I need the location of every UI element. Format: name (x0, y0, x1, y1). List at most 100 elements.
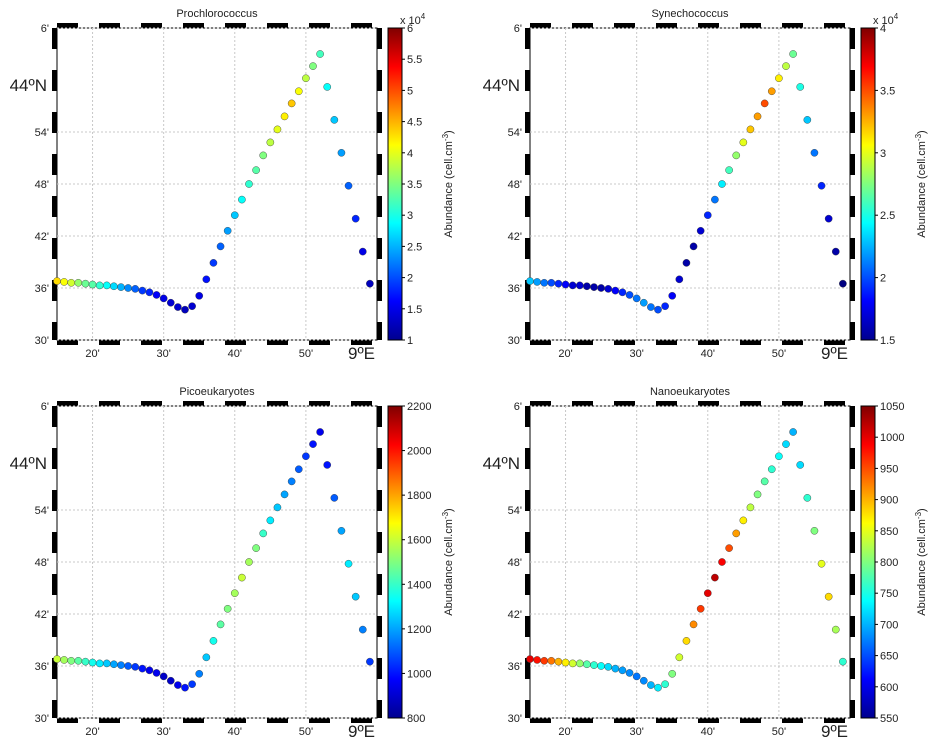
colorbar-tick-label: 1400 (407, 579, 431, 591)
y-tick-label: 48' (35, 557, 49, 569)
colorbar-tick-label: 550 (880, 713, 898, 725)
frame-dash (525, 574, 530, 595)
corner-longitude-label: 9ºE (821, 344, 848, 363)
frame-dash (525, 70, 530, 91)
frame-dash (377, 658, 382, 679)
data-point (732, 529, 741, 538)
x-tick-label: 50' (772, 726, 786, 738)
data-point (789, 428, 797, 436)
frame-dash (850, 322, 855, 340)
data-point (294, 87, 303, 96)
colorbar-tick-label: 2.5 (880, 210, 895, 222)
x-tick-label: 40' (228, 726, 242, 738)
frame-dash (225, 718, 246, 723)
frame-dash (309, 718, 330, 723)
data-point (647, 303, 655, 311)
colorbar-tick-label: 1 (407, 335, 413, 347)
data-point (60, 278, 68, 286)
frame-dash (377, 280, 382, 301)
y-tick-label: 42' (508, 609, 522, 621)
data-point (316, 50, 324, 58)
frame-dash (52, 448, 57, 469)
frame-dash (850, 196, 855, 217)
data-point (561, 280, 570, 289)
frame-dash (99, 23, 120, 28)
x-tick-label: 20' (558, 348, 572, 360)
frame-dash (525, 448, 530, 469)
y-tick-label: 30' (35, 335, 49, 347)
data-point (824, 214, 833, 223)
data-point (668, 291, 677, 300)
y-tick-label: 48' (35, 179, 49, 191)
data-point (88, 280, 97, 289)
frame-dash (377, 70, 382, 91)
frame-dash (850, 616, 855, 637)
frame-dash (377, 322, 382, 340)
data-point (330, 116, 339, 124)
frame-dash (698, 401, 719, 406)
frame-dash (377, 196, 382, 217)
colorbar-tick-label: 1200 (407, 624, 431, 636)
data-point (654, 305, 662, 314)
frame-dash (183, 23, 204, 28)
colorbar-label: Abundance (cell.cm-3) (441, 130, 455, 237)
data-point (53, 277, 61, 285)
data-point (526, 277, 534, 285)
panel-title: Picoeukaryotes (179, 386, 255, 398)
x-tick-label: 20' (85, 348, 99, 360)
data-point (131, 285, 140, 293)
data-point (245, 558, 253, 566)
data-point (53, 655, 61, 663)
data-point (703, 211, 712, 219)
data-point (309, 62, 317, 70)
data-point (767, 465, 776, 474)
data-point (110, 660, 118, 669)
y-tick-label: 54' (35, 505, 49, 517)
frame-dash (525, 196, 530, 217)
frame-dash (614, 340, 635, 345)
frame-dash (57, 23, 78, 28)
y-tick-label: 36' (508, 661, 522, 673)
frame-dash (530, 340, 551, 345)
data-point (252, 544, 260, 552)
frame-dash (377, 28, 382, 49)
data-point (696, 226, 705, 235)
frame-dash (377, 112, 382, 133)
data-point (302, 452, 310, 461)
data-point (110, 282, 118, 291)
frame-dash (99, 718, 120, 723)
colorbar-tick-label: 700 (880, 619, 898, 631)
frame-dash (52, 322, 57, 340)
frame-dash (377, 154, 382, 175)
data-point (810, 148, 819, 157)
data-point (152, 669, 161, 677)
frame-dash (52, 658, 57, 679)
colorbar: 550 600 650 700 750 800 850 900 950 1000 1050 Abund… (860, 401, 928, 725)
frame-dash (824, 340, 845, 345)
frame-dash (57, 401, 78, 406)
colorbar-tick-label: 2.5 (407, 241, 422, 253)
data-point (323, 461, 332, 469)
frame-dash (614, 23, 635, 28)
frame-dash (183, 401, 204, 406)
colorbar-tick-label: 1.5 (407, 304, 422, 316)
corner-longitude-label: 9ºE (348, 344, 375, 363)
frame-dash (52, 238, 57, 259)
frame-dash (377, 406, 382, 427)
frame-dash (309, 23, 330, 28)
frame-dash (824, 718, 845, 723)
frame-dash (656, 401, 677, 406)
frame-dash (351, 718, 372, 723)
data-point (568, 281, 577, 290)
frame-dash (141, 401, 162, 406)
y-tick-label: 36' (508, 283, 522, 295)
frame-dash (351, 23, 372, 28)
frame-dash (782, 401, 803, 406)
colorbar-tick-label: 5 (407, 85, 413, 97)
frame-dash (52, 28, 57, 49)
y-tick-label: 54' (508, 505, 522, 517)
data-point (568, 659, 577, 668)
colorbar-label: Abundance (cell.cm-3) (441, 508, 455, 615)
corner-latitude-label: 44ºN (10, 454, 47, 473)
frame-dash (698, 718, 719, 723)
